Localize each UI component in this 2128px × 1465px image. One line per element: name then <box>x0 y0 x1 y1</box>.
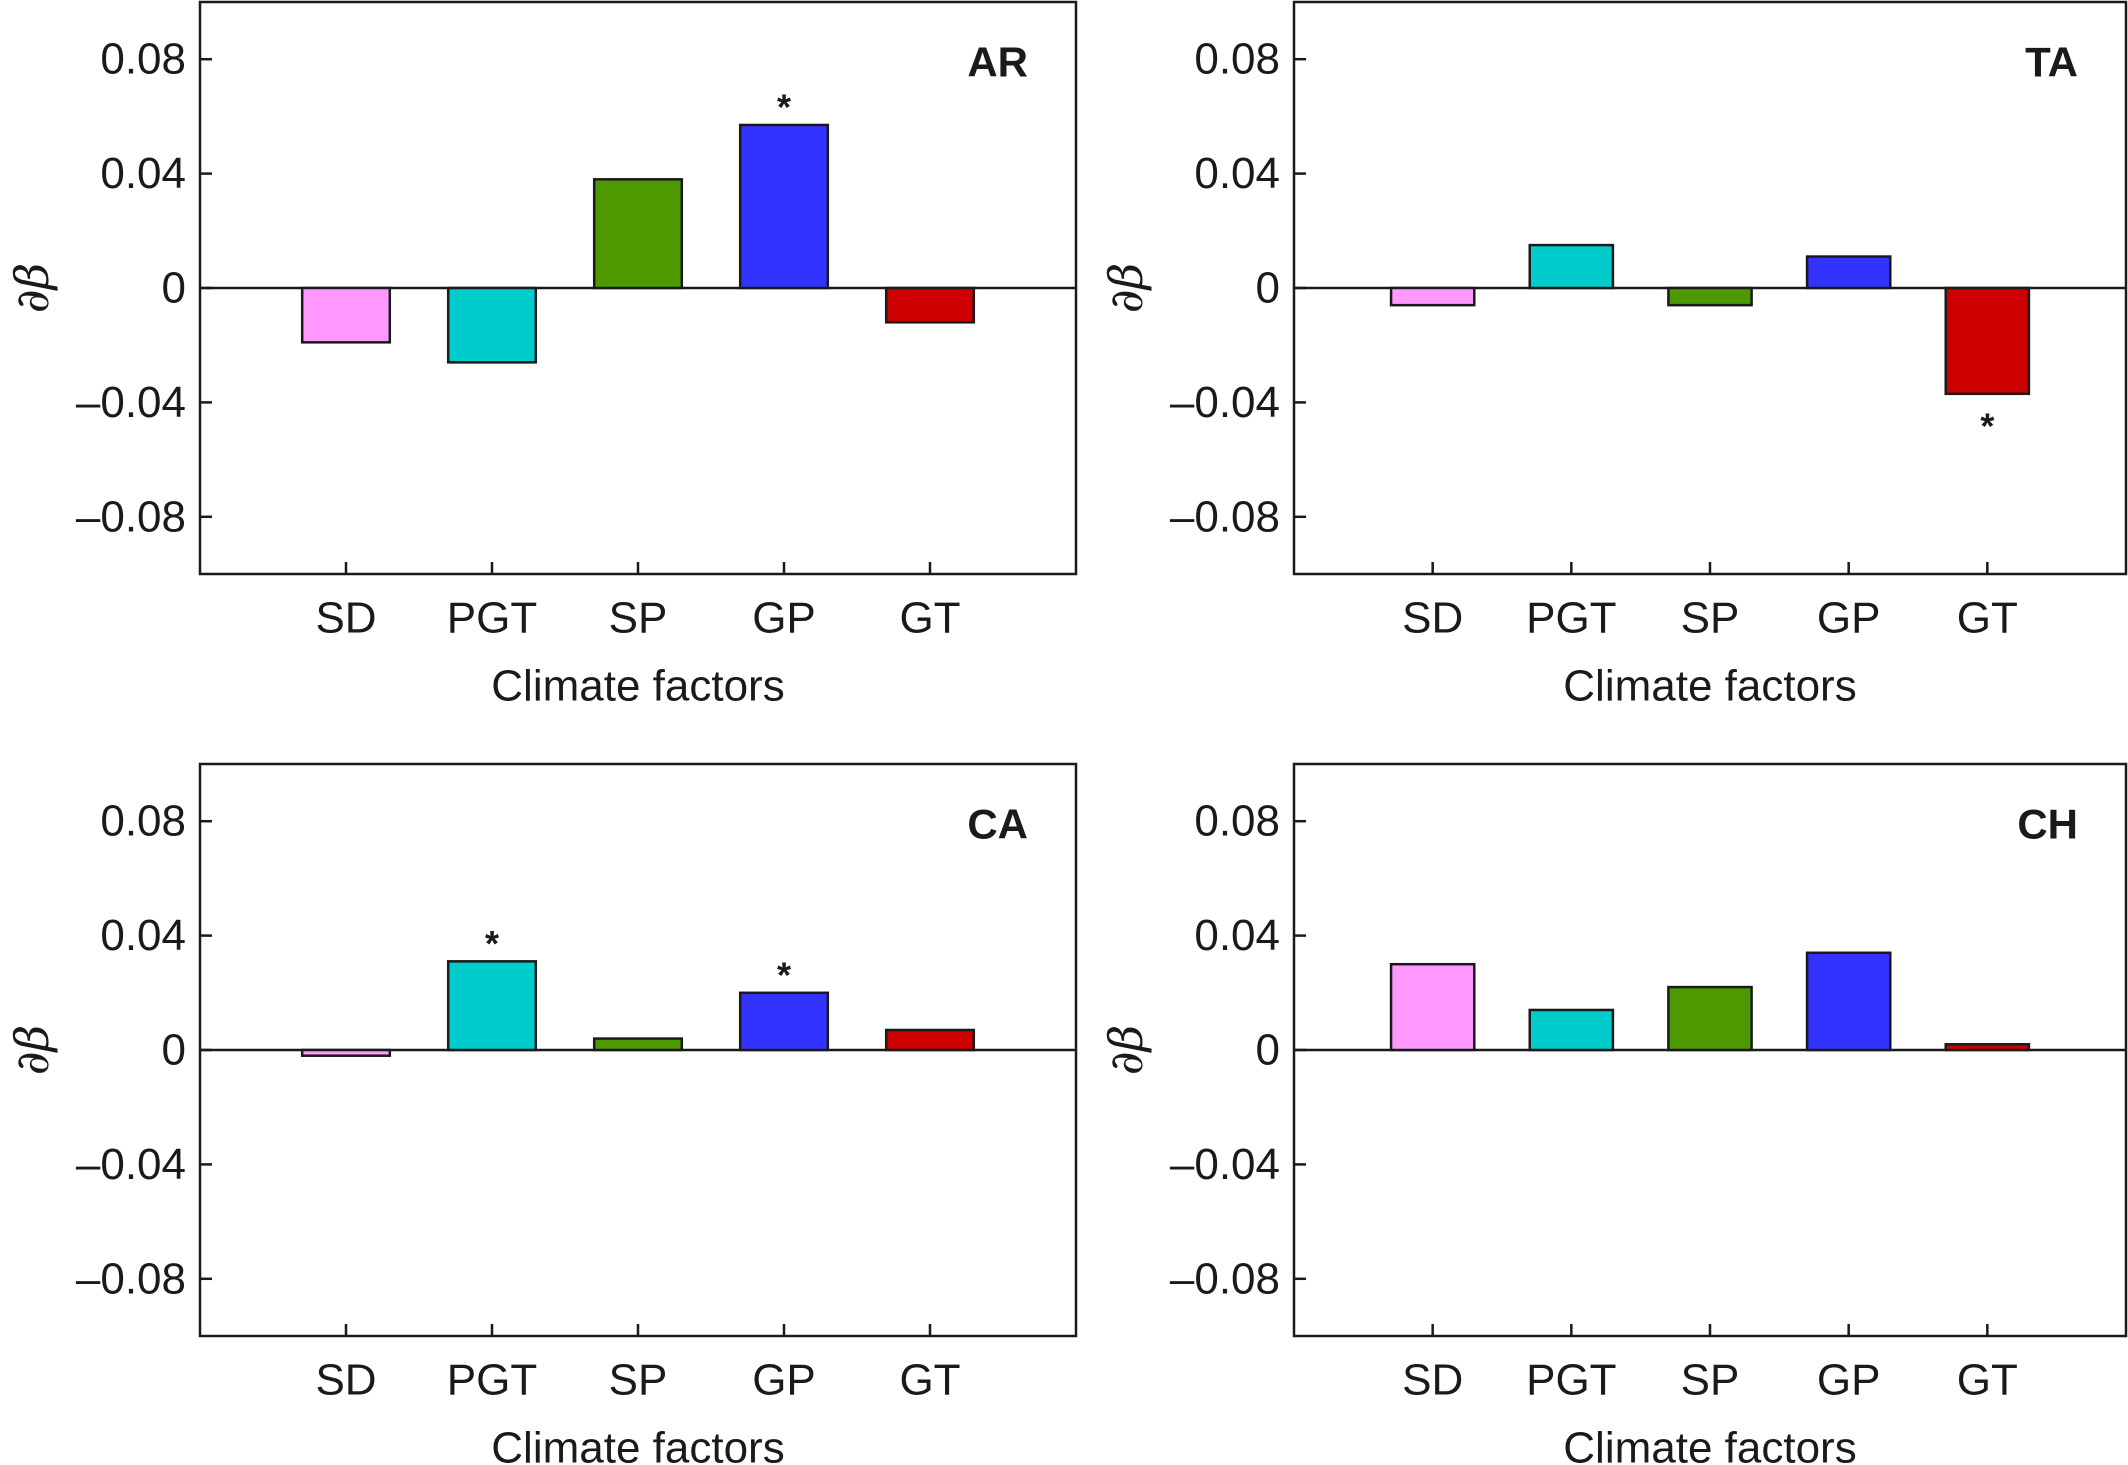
x-tick-label: SD <box>315 594 376 643</box>
bar-sd <box>1389 962 1476 1052</box>
bar-gp <box>1805 255 1892 290</box>
bar-sp <box>592 178 684 290</box>
x-axis-title: Climate factors <box>1563 1424 1856 1465</box>
panel-label: AR <box>967 39 1028 86</box>
bar-sp <box>1667 286 1753 307</box>
y-tick-label: –0.04 <box>1170 1140 1280 1189</box>
bar-pgt <box>1528 1008 1615 1052</box>
significance-marker: * <box>485 923 499 964</box>
panel-label: CH <box>2017 801 2078 848</box>
x-tick-label: PGT <box>1526 594 1616 643</box>
y-axis-title: ∂β <box>5 263 59 313</box>
x-tick-label: GP <box>1817 594 1881 643</box>
bar-pgt <box>1528 243 1615 290</box>
panel-ca: 0.08 0.04 0 –0.04 –0.08 SD PGT * SP GP * GT Climate … <box>5 762 1078 1465</box>
y-tick-label: 0 <box>162 1026 186 1075</box>
bar-sp <box>592 1037 684 1052</box>
y-tick-label: 0.04 <box>100 149 186 198</box>
bar-gt <box>884 286 976 324</box>
y-tick-label: –0.04 <box>1170 378 1280 427</box>
y-tick-label: –0.08 <box>76 1254 186 1303</box>
y-tick-label: 0.08 <box>1194 35 1280 84</box>
x-tick-label: PGT <box>1526 1356 1616 1405</box>
bar-pgt <box>446 286 538 364</box>
bar-gt <box>884 1028 976 1052</box>
y-tick-label: –0.08 <box>1170 492 1280 541</box>
bar-sd <box>1389 286 1476 307</box>
significance-marker: * <box>777 86 791 127</box>
y-tick-label: 0 <box>1256 1026 1280 1075</box>
bar-gp <box>1805 951 1892 1052</box>
significance-marker: * <box>777 954 791 995</box>
panel-label: CA <box>967 801 1028 848</box>
y-tick-label: 0.08 <box>100 35 186 84</box>
x-tick-label: SD <box>1402 1356 1463 1405</box>
y-axis-title: ∂β <box>1099 1025 1153 1075</box>
panel-label: TA <box>2025 39 2078 86</box>
x-tick-label: GP <box>752 594 816 643</box>
x-tick-label: SP <box>609 594 668 643</box>
x-tick-label: GT <box>899 1356 960 1405</box>
bar-gp <box>738 123 830 290</box>
y-tick-label: 0.04 <box>100 911 186 960</box>
x-tick-label: GP <box>1817 1356 1881 1405</box>
y-axis-title: ∂β <box>5 1025 59 1075</box>
x-tick-label: GT <box>1957 594 2018 643</box>
y-tick-label: 0.04 <box>1194 149 1280 198</box>
x-axis-title: Climate factors <box>491 662 784 711</box>
bar-sd <box>300 286 392 344</box>
bar-pgt <box>446 960 538 1052</box>
bar-sd <box>300 1048 392 1057</box>
x-tick-label: SP <box>1681 594 1740 643</box>
x-tick-label: GT <box>899 594 960 643</box>
bar-gp <box>738 991 830 1052</box>
y-tick-label: 0 <box>162 264 186 313</box>
y-tick-label: –0.08 <box>76 492 186 541</box>
x-tick-label: SP <box>1681 1356 1740 1405</box>
y-tick-label: 0.08 <box>1194 797 1280 846</box>
y-axis-title: ∂β <box>1099 263 1153 313</box>
bar-gt <box>1944 286 2031 396</box>
bar-sp <box>1667 985 1753 1052</box>
x-axis-title: Climate factors <box>1563 662 1856 711</box>
y-tick-label: –0.04 <box>76 1140 186 1189</box>
y-tick-label: –0.08 <box>1170 1254 1280 1303</box>
significance-marker: * <box>1980 405 1994 446</box>
x-tick-label: PGT <box>447 1356 537 1405</box>
panel-ta: 0.08 0.04 0 –0.04 –0.08 SD PGT SP GP GT * Climate f… <box>1099 0 2128 711</box>
panel-ch: 0.08 0.04 0 –0.04 –0.08 SD PGT SP GP GT Climate fa… <box>1099 762 2128 1465</box>
x-tick-label: SD <box>1402 594 1463 643</box>
x-tick-label: SD <box>315 1356 376 1405</box>
x-tick-label: PGT <box>447 594 537 643</box>
y-tick-label: 0.04 <box>1194 911 1280 960</box>
x-tick-label: GP <box>752 1356 816 1405</box>
y-tick-label: 0.08 <box>100 797 186 846</box>
x-tick-label: GT <box>1957 1356 2018 1405</box>
x-tick-label: SP <box>609 1356 668 1405</box>
panel-ar: 0.08 0.04 0 –0.04 –0.08 SD PGT SP GP * GT Climate f… <box>5 0 1078 711</box>
x-axis-title: Climate factors <box>491 1424 784 1465</box>
bar-gt <box>1944 1043 2031 1052</box>
y-tick-label: 0 <box>1256 264 1280 313</box>
y-tick-label: –0.04 <box>76 378 186 427</box>
